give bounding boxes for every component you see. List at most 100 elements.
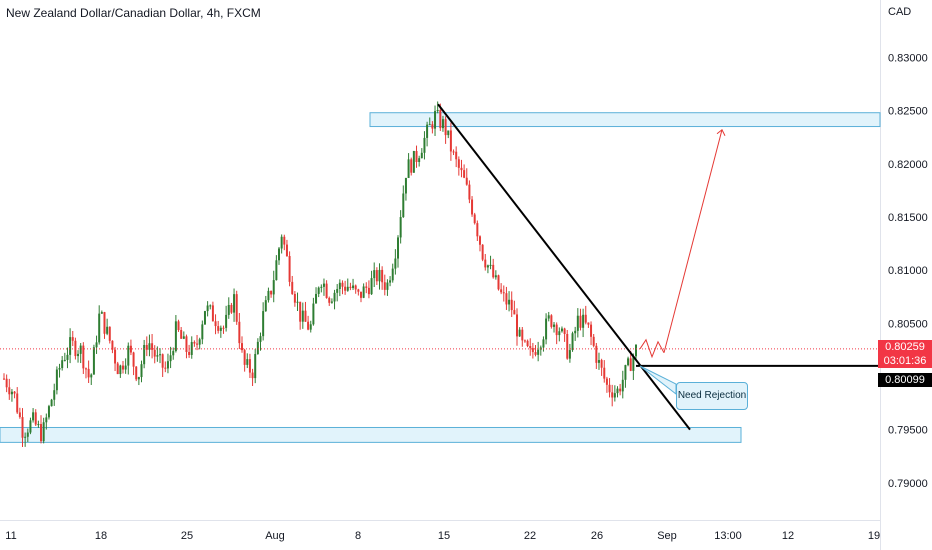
candle-body xyxy=(172,351,175,356)
candle-body xyxy=(420,152,423,159)
candle-body xyxy=(121,365,124,370)
candle-body xyxy=(69,337,72,355)
resistance-zone[interactable] xyxy=(369,112,881,128)
candle-body xyxy=(137,377,140,380)
candle-body xyxy=(452,151,455,153)
candle-body xyxy=(616,388,619,394)
candle-body xyxy=(431,124,434,129)
candle-body xyxy=(116,363,119,375)
candle-body xyxy=(10,391,13,395)
candle-body xyxy=(378,269,381,282)
candle-body xyxy=(188,351,191,355)
y-tick-label: 0.81000 xyxy=(888,265,928,277)
candle-body xyxy=(267,290,270,301)
candle-body xyxy=(291,281,294,294)
candle-body xyxy=(566,334,569,359)
x-tick-label: Aug xyxy=(265,530,285,542)
candle-body xyxy=(344,286,347,291)
candle-body xyxy=(119,365,122,375)
need-rejection-note[interactable]: Need Rejection xyxy=(676,382,748,410)
support-zone[interactable] xyxy=(0,426,742,443)
candle-body xyxy=(359,291,362,298)
candle-body xyxy=(574,330,577,334)
y-tick-label: 0.82500 xyxy=(888,106,928,118)
candle-body xyxy=(465,177,468,185)
candle-body xyxy=(330,301,333,303)
candle-body xyxy=(114,349,117,364)
candle-body xyxy=(190,342,193,355)
projection-arrow[interactable] xyxy=(663,129,723,353)
candle-body xyxy=(317,287,320,294)
candle-body xyxy=(103,312,106,334)
candle-body xyxy=(37,424,40,426)
candle-body xyxy=(90,374,93,378)
candle-body xyxy=(352,285,355,288)
candle-body xyxy=(426,124,429,138)
candle-body xyxy=(270,290,273,295)
candle-body xyxy=(84,368,87,370)
x-tick-label: 25 xyxy=(181,530,193,542)
candle-body xyxy=(145,344,148,350)
candle-body xyxy=(389,280,392,283)
candle-body xyxy=(166,361,169,369)
candle-body xyxy=(235,294,238,322)
candle-body xyxy=(346,286,349,291)
candle-body xyxy=(502,292,505,294)
projection-zigzag[interactable] xyxy=(639,338,665,359)
candle-body xyxy=(153,349,156,357)
candle-body xyxy=(164,367,167,369)
candle-body xyxy=(182,336,185,339)
candle-body xyxy=(309,324,312,330)
candle-body xyxy=(386,282,389,290)
candle-body xyxy=(211,305,214,322)
candle-body xyxy=(444,119,447,136)
candle-body xyxy=(254,354,257,379)
y-tick-label: 0.79000 xyxy=(888,478,928,490)
candle-body xyxy=(148,343,151,350)
candle-body xyxy=(40,424,43,442)
candle-body xyxy=(111,340,114,350)
candle-body xyxy=(611,392,614,398)
candle-body xyxy=(259,336,262,342)
x-tick-label: 19 xyxy=(868,530,880,542)
projection-arrowhead xyxy=(716,128,726,136)
candle-body xyxy=(180,330,183,339)
candle-body xyxy=(521,329,524,341)
candle-body xyxy=(336,288,339,293)
downtrend-line[interactable] xyxy=(437,103,691,431)
candle-body xyxy=(13,391,16,394)
candle-body xyxy=(71,337,74,341)
candle-body xyxy=(367,287,370,295)
candle-body xyxy=(555,324,558,336)
candle-body xyxy=(66,354,69,360)
candle-body xyxy=(95,342,98,348)
y-tick-label: 0.82000 xyxy=(888,159,928,171)
candle-body xyxy=(568,350,571,359)
candle-body xyxy=(256,341,259,355)
candle-body xyxy=(394,258,397,269)
candle-body xyxy=(375,270,378,282)
candle-body xyxy=(278,248,281,261)
candle-body xyxy=(354,285,357,290)
candle-body xyxy=(77,353,80,357)
candle-body xyxy=(412,150,415,173)
candle-body xyxy=(481,244,484,260)
x-tick-label: Sep xyxy=(657,530,677,542)
candle-body xyxy=(500,289,503,293)
candle-body xyxy=(53,390,56,400)
candle-body xyxy=(428,124,431,126)
candle-body xyxy=(553,324,556,327)
candle-body xyxy=(251,372,254,379)
currency-label: CAD xyxy=(888,6,912,18)
candle-body xyxy=(262,311,265,337)
x-tick-label: 8 xyxy=(355,530,361,542)
candle-body xyxy=(203,311,206,325)
candle-body xyxy=(201,324,204,340)
candle-body xyxy=(513,310,516,315)
candle-body xyxy=(608,384,611,393)
candle-body xyxy=(227,304,230,315)
candle-body xyxy=(508,299,511,305)
candle-body xyxy=(143,344,146,365)
candle-body xyxy=(587,322,590,325)
